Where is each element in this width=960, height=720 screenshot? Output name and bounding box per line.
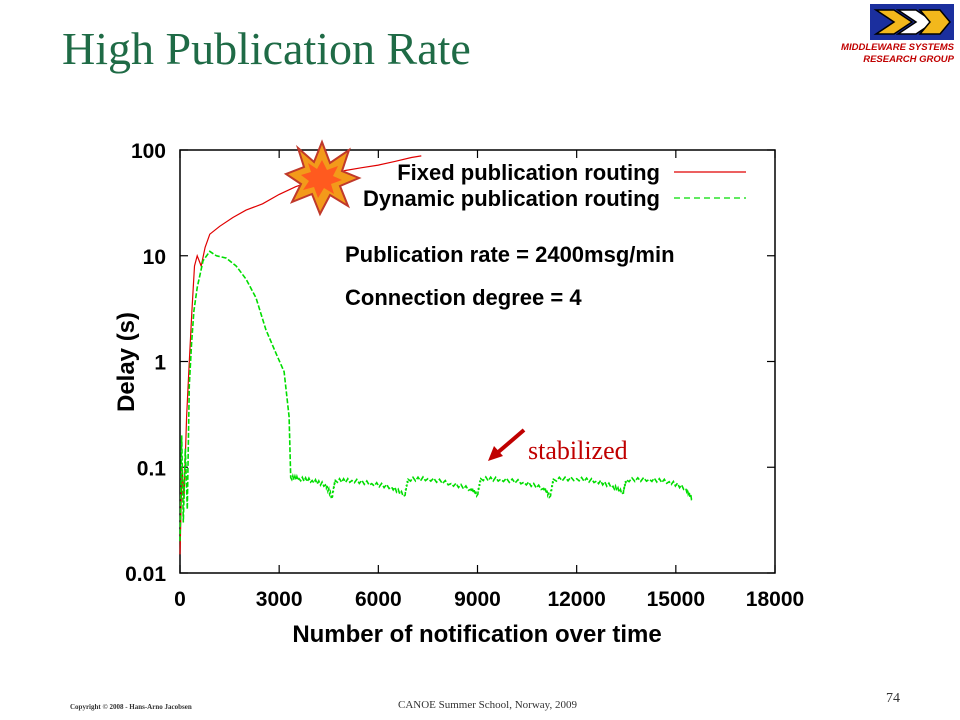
axis-ticks	[179, 149, 776, 574]
y-tick-labels: 0.01 0.1 1 10 100	[125, 140, 166, 586]
series-layer	[179, 155, 693, 555]
footer-copyright: Copyright © 2008 - Hans-Arno Jacobsen	[70, 703, 192, 711]
x-tick-label: 0	[174, 588, 186, 611]
logo-caption: MIDDLEWARE SYSTEMS RESEARCH GROUP	[841, 42, 954, 66]
series-line-dynamic	[179, 250, 693, 542]
annotation-connection-degree: Connection degree = 4	[345, 285, 582, 310]
y-tick-label: 0.1	[137, 457, 167, 480]
logo-line-2: RESEARCH GROUP	[863, 54, 954, 65]
explosion-icon	[283, 139, 362, 217]
y-tick-label: 10	[143, 246, 166, 269]
x-tick-label: 15000	[647, 588, 705, 611]
annotation-publication-rate: Publication rate = 2400msg/min	[345, 242, 675, 267]
x-tick-label: 3000	[256, 588, 303, 611]
x-tick-label: 9000	[454, 588, 501, 611]
series-line-fixed	[179, 155, 422, 555]
y-axis-title: Delay (s)	[113, 312, 140, 412]
stabilized-arrow-icon	[488, 428, 526, 461]
slide-title: High Publication Rate	[62, 23, 471, 74]
x-tick-label: 18000	[746, 588, 804, 611]
x-tick-labels: 0 3000 6000 9000 12000 15000 18000	[174, 588, 804, 611]
plot-frame	[179, 149, 776, 574]
x-tick-label: 6000	[355, 588, 402, 611]
footer-event: CANOE Summer School, Norway, 2009	[398, 699, 577, 711]
x-tick-label: 12000	[547, 588, 605, 611]
y-tick-label: 100	[131, 140, 166, 163]
research-group-logo	[870, 4, 954, 40]
legend: Fixed publication routing Dynamic public…	[363, 160, 746, 211]
x-axis-title: Number of notification over time	[292, 621, 661, 648]
legend-label-fixed: Fixed publication routing	[397, 160, 660, 185]
page-number: 74	[886, 691, 900, 706]
y-tick-label: 0.01	[125, 563, 166, 586]
logo-line-1: MIDDLEWARE SYSTEMS	[841, 42, 954, 53]
y-tick-label: 1	[154, 352, 166, 375]
legend-label-dynamic: Dynamic publication routing	[363, 186, 660, 211]
stabilized-callout: stabilized	[528, 436, 628, 465]
